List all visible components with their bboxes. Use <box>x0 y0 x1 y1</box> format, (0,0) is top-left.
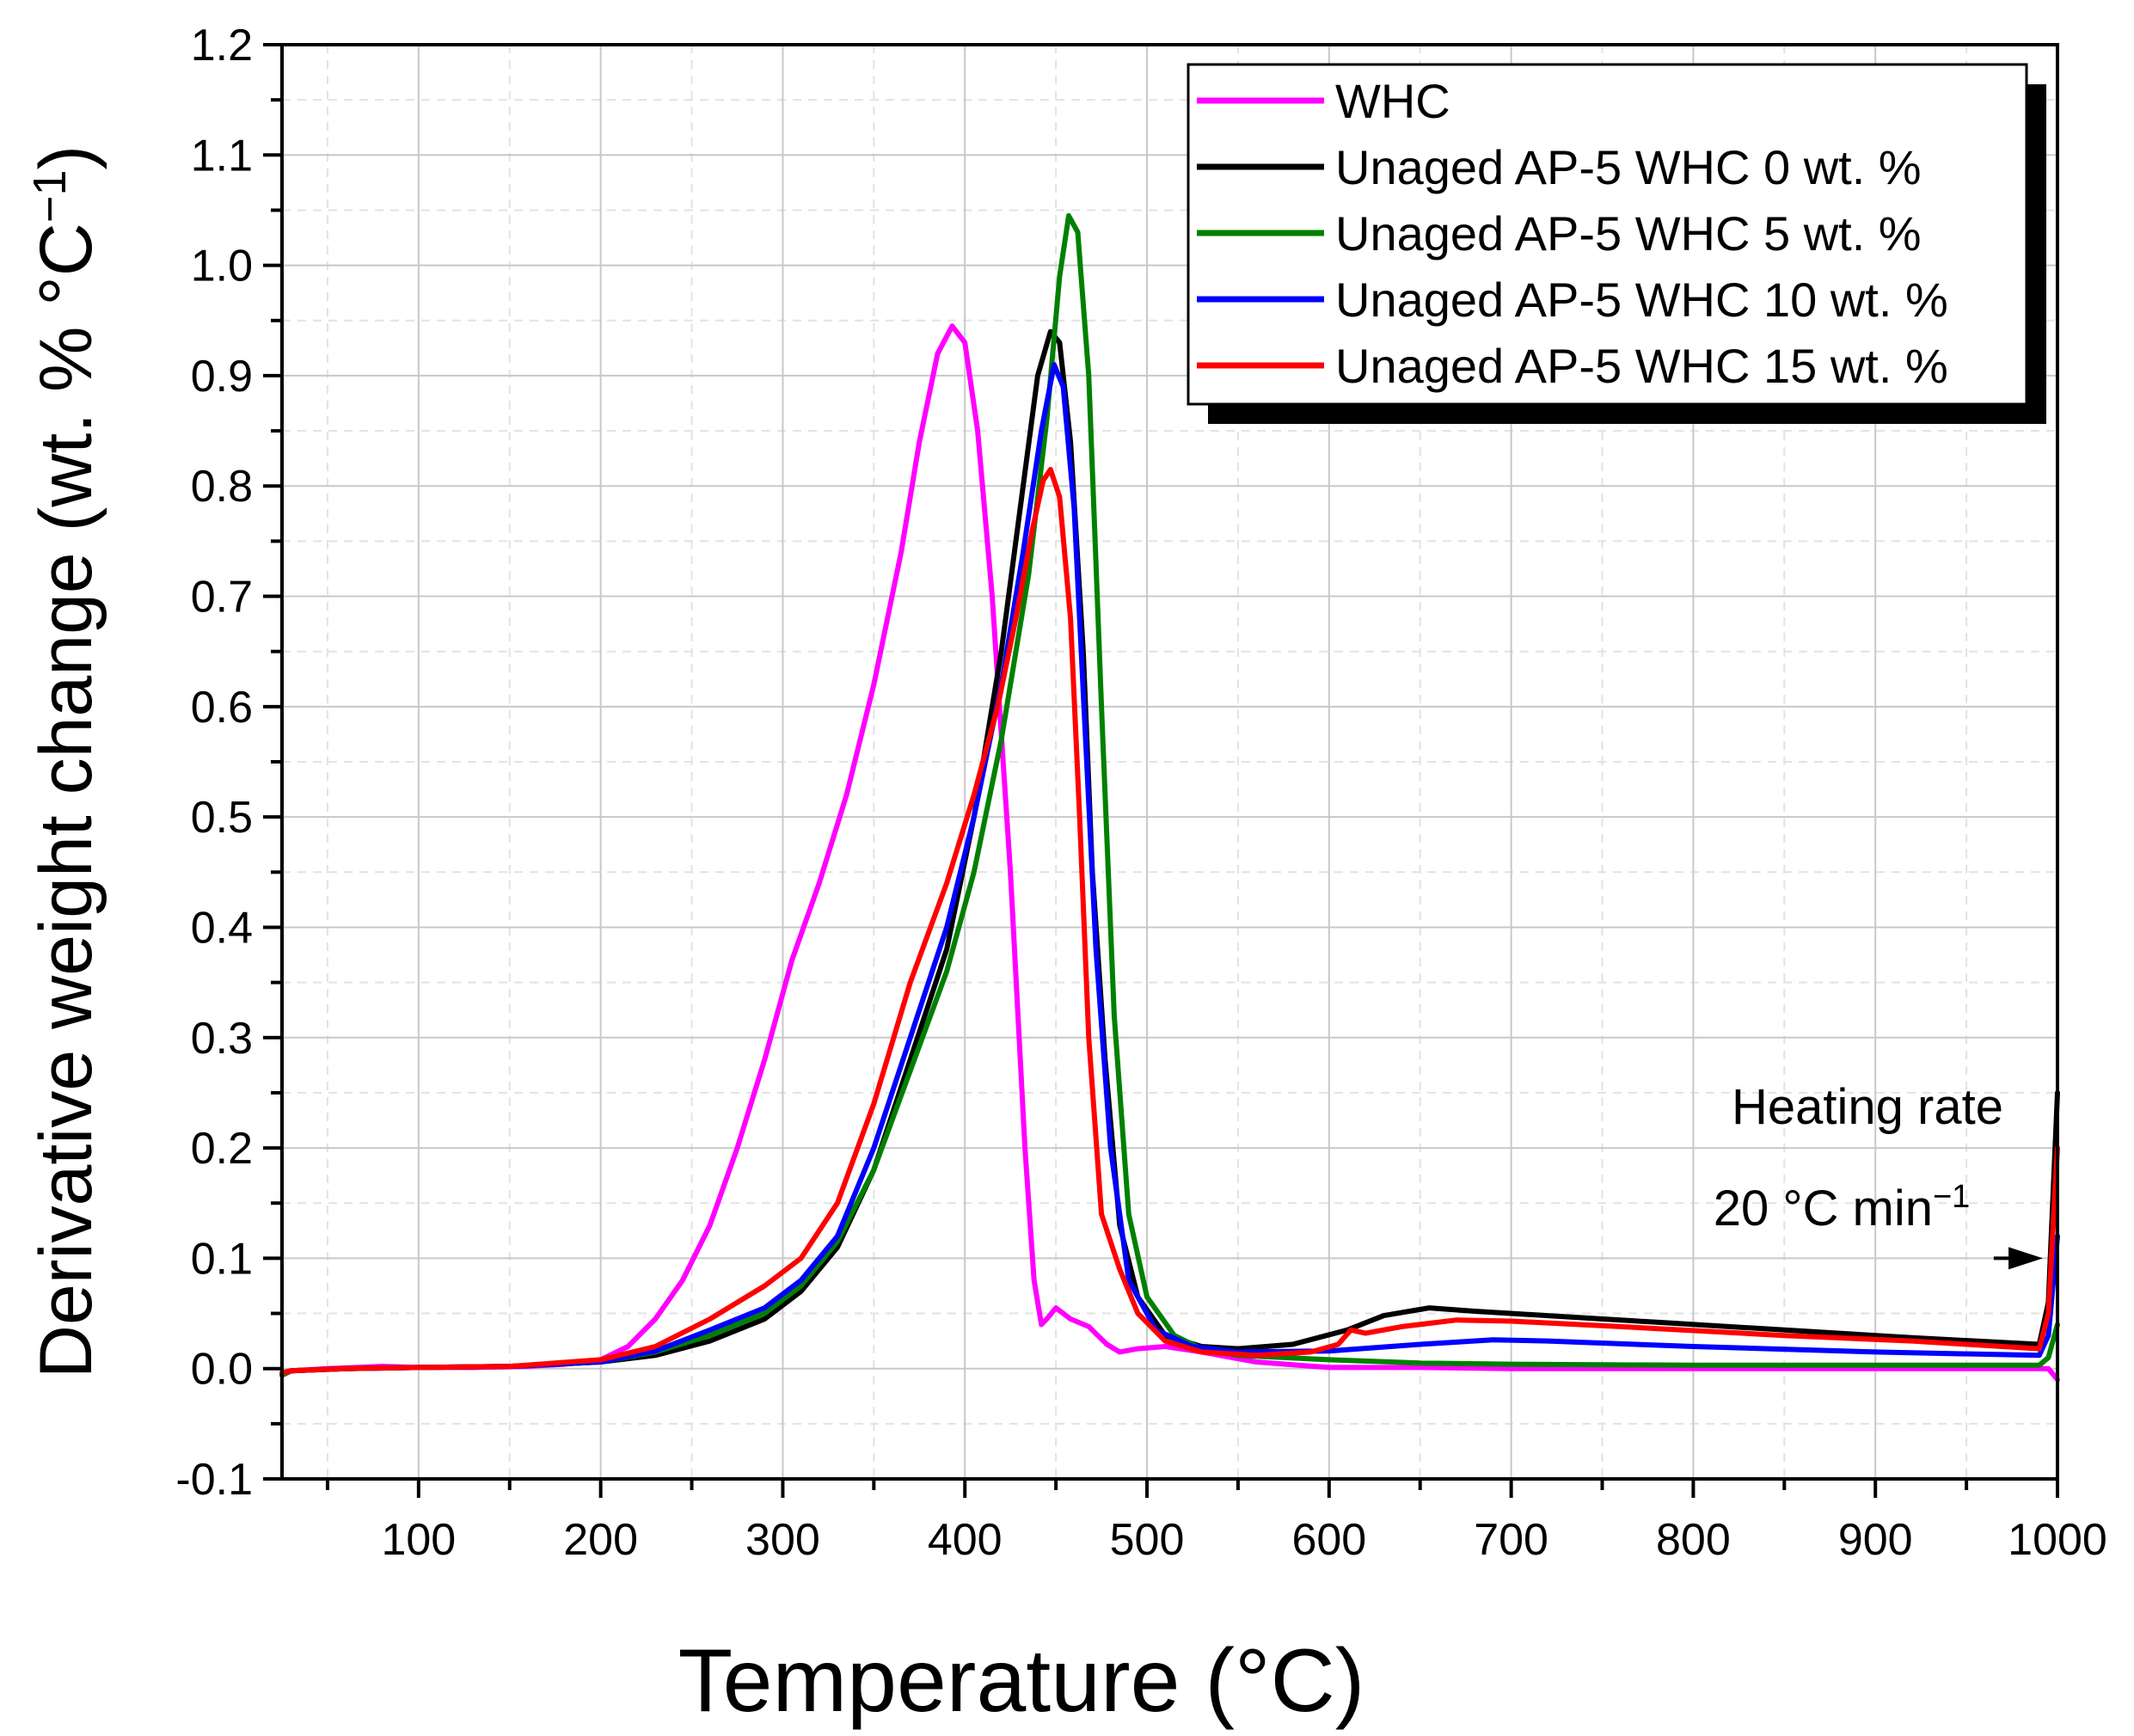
annotation-heating-rate: Heating rate <box>1732 1079 2003 1135</box>
y-axis-title: Derivative weight change (wt. % °C−1) <box>24 145 107 1378</box>
legend-box <box>1187 63 2028 406</box>
y-tick-label: 0.0 <box>191 1345 253 1395</box>
legend-label-whc: WHC <box>1335 74 1450 128</box>
x-tick-label: 300 <box>745 1515 820 1565</box>
legend-label-unaged-ap-5-whc-0-wt: Unaged AP-5 WHC 0 wt. % <box>1335 140 1922 194</box>
series-lines <box>279 212 2060 1383</box>
y-tick-label: 1.2 <box>191 21 253 71</box>
y-tick-label: 0.7 <box>191 573 253 623</box>
y-tick-label: 1.1 <box>191 131 253 181</box>
y-tick-label: -0.1 <box>175 1455 253 1505</box>
x-tick-label: 900 <box>1838 1515 1913 1565</box>
x-tick-label: 600 <box>1291 1515 1366 1565</box>
y-tick-label: 1.0 <box>191 242 253 291</box>
x-tick-label: 700 <box>1474 1515 1548 1565</box>
y-tick-label: 0.2 <box>191 1124 253 1174</box>
annotation-rate-superscript: −1 <box>1933 1179 1970 1215</box>
axis-ticks <box>263 43 2059 1498</box>
y-tick-label: 0.9 <box>191 352 253 402</box>
y-tick-label: 0.5 <box>191 793 253 843</box>
y-tick-label: 0.1 <box>191 1234 253 1284</box>
annotation-arrowhead <box>2008 1247 2044 1270</box>
y-axis-title-main: Derivative weight change (wt. % °C <box>25 223 107 1378</box>
legend: WHC Unaged AP-5 WHC 0 wt. % Unaged AP-5 WH… <box>1187 63 2046 424</box>
heating-rate-annotation: Heating rate 20 °C min−1 <box>1714 1079 2044 1270</box>
x-axis-title: Temperature (°C) <box>678 1631 1365 1731</box>
x-tick-label: 400 <box>928 1515 1003 1565</box>
x-tick-label: 500 <box>1110 1515 1185 1565</box>
x-tick-labels: 100 200 300 400 500 600 700 800 900 1000 <box>381 1515 2106 1565</box>
y-tick-label: 0.6 <box>191 683 253 733</box>
x-tick-label: 100 <box>381 1515 456 1565</box>
x-tick-label: 800 <box>1656 1515 1731 1565</box>
y-tick-label: 0.8 <box>191 462 253 512</box>
x-tick-label: 200 <box>563 1515 638 1565</box>
legend-label-unaged-ap-5-whc-10-wt: Unaged AP-5 WHC 10 wt. % <box>1335 273 1948 327</box>
series-line-unaged-ap-5-whc-10-wt <box>279 362 2060 1376</box>
y-axis-title-superscript: −1 <box>24 170 76 224</box>
y-tick-label: 0.4 <box>191 903 253 953</box>
legend-label-unaged-ap-5-whc-5-wt: Unaged AP-5 WHC 5 wt. % <box>1335 206 1922 261</box>
series-line-unaged-ap-5-whc-15-wt <box>279 467 2060 1376</box>
annotation-rate-main: 20 °C min <box>1714 1181 1933 1236</box>
x-tick-label: 1000 <box>2008 1515 2107 1565</box>
y-tick-labels: -0.1 0.0 0.1 0.2 0.3 0.4 0.5 0.6 0.7 0.8 0.9 1.0 1.1… <box>175 21 253 1505</box>
y-tick-label: 0.3 <box>191 1014 253 1064</box>
annotation-rate-value: 20 °C min−1 <box>1714 1179 1971 1236</box>
legend-label-unaged-ap-5-whc-15-wt: Unaged AP-5 WHC 15 wt. % <box>1335 339 1948 393</box>
y-axis-title-close: ) <box>25 145 107 170</box>
